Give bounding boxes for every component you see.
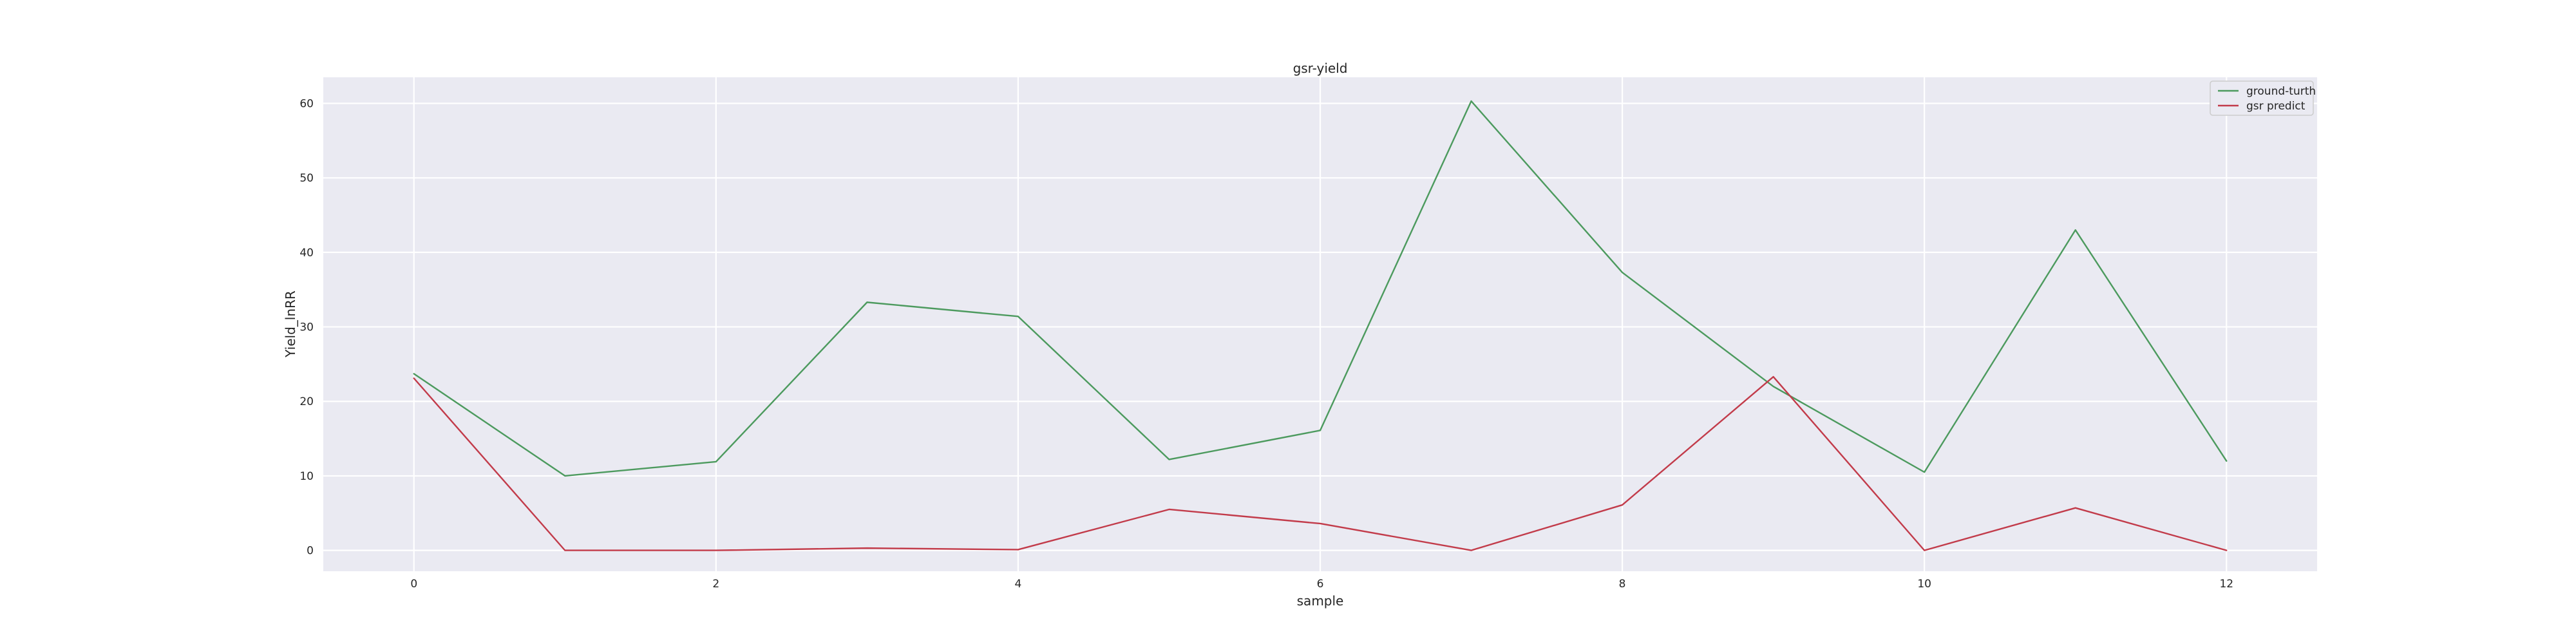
y-axis-label: Yield_lnRR xyxy=(283,290,298,358)
x-tick-label: 0 xyxy=(410,578,417,591)
tick-labels: 0 2 4 6 8 10 12 0 10 20 30 40 50 60 xyxy=(299,97,2233,591)
legend: ground-turth gsr predict xyxy=(2210,80,2316,116)
series-line-ground-turth xyxy=(413,100,2228,477)
y-tick-label: 60 xyxy=(299,97,314,110)
x-tick-label: 4 xyxy=(1014,578,1021,591)
y-tick-label: 50 xyxy=(299,172,314,185)
series-lines xyxy=(413,100,2228,551)
x-axis-label: sample xyxy=(1297,593,1344,609)
y-tick-label: 10 xyxy=(299,470,314,483)
series-line-gsr-predict xyxy=(413,375,2228,551)
x-tick-label: 6 xyxy=(1317,578,1324,591)
y-tick-label: 40 xyxy=(299,247,314,260)
legend-label-gsr-predict: gsr predict xyxy=(2246,100,2306,113)
x-tick-label: 10 xyxy=(1917,578,1931,591)
legend-label-ground-turth: ground-turth xyxy=(2246,85,2316,98)
x-tick-label: 12 xyxy=(2219,578,2233,591)
legend-frame xyxy=(2210,80,2314,116)
chart-title: gsr-yield xyxy=(1293,61,1348,76)
y-tick-label: 20 xyxy=(299,395,314,408)
x-tick-label: 2 xyxy=(712,578,719,591)
y-tick-label: 0 xyxy=(307,545,314,558)
y-tick-label: 30 xyxy=(299,321,314,334)
x-tick-label: 8 xyxy=(1619,578,1626,591)
